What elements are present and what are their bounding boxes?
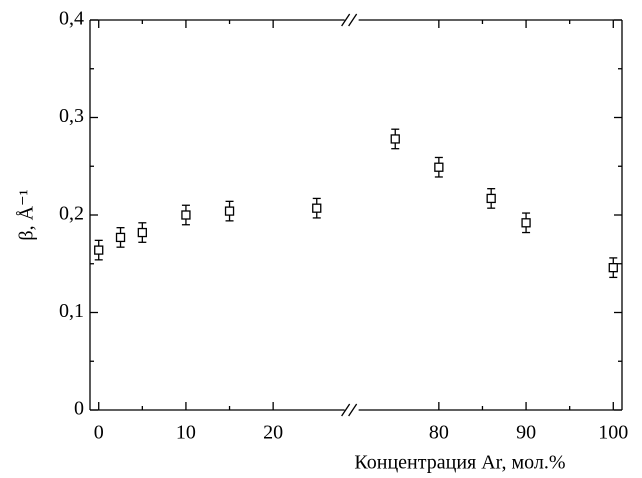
y-tick-label: 0,1 <box>59 300 84 322</box>
x-tick-label: 20 <box>263 422 283 444</box>
point <box>137 227 147 238</box>
axis-break <box>341 403 351 417</box>
axis-break <box>348 13 358 27</box>
point <box>115 232 126 243</box>
x-tick-label: 80 <box>429 422 449 444</box>
y-tick-label: 0,2 <box>59 203 84 225</box>
y-tick-label: 0,3 <box>59 105 84 127</box>
y-tick-label: 0 <box>74 398 84 420</box>
point <box>434 162 444 172</box>
axis-break <box>348 403 358 417</box>
x-tick-label: 0 <box>94 422 104 444</box>
point <box>224 206 235 216</box>
x-axis-label: Концентрация Ar, мол.% <box>354 452 565 474</box>
axis-break <box>341 13 351 27</box>
y-tick-label: 0,4 <box>59 8 84 30</box>
point <box>181 210 191 220</box>
x-tick-label: 90 <box>516 422 536 444</box>
y-axis-label: β, Å⁻¹ <box>16 189 38 240</box>
x-tick-label: 10 <box>176 422 196 444</box>
x-tick-label: 100 <box>598 422 628 444</box>
point <box>94 245 104 255</box>
point <box>486 193 496 204</box>
point <box>608 262 618 273</box>
point <box>521 218 531 228</box>
point <box>390 134 400 144</box>
point <box>312 203 322 213</box>
